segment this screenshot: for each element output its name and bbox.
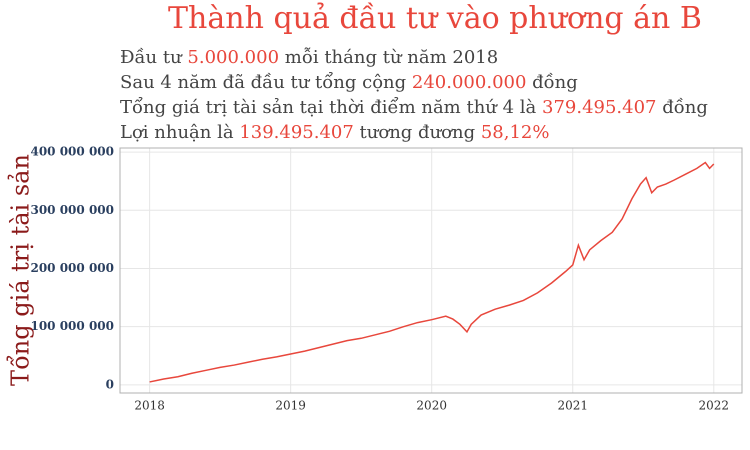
subtitle-line: Tổng giá trị tài sản tại thời điểm năm t… bbox=[120, 96, 708, 118]
x-tick-label: 2021 bbox=[557, 399, 588, 413]
subtitle-segment: Tổng giá trị tài sản tại thời điểm năm t… bbox=[120, 96, 542, 118]
subtitle-segment: Sau 4 năm đã đầu tư tổng cộng bbox=[120, 71, 412, 93]
subtitle-line: Đầu tư 5.000.000 mỗi tháng từ năm 2018 bbox=[120, 46, 498, 68]
x-tick-label: 2019 bbox=[275, 399, 306, 413]
subtitle-segment: 240.000.000 bbox=[412, 72, 527, 93]
x-tick-label: 2020 bbox=[416, 399, 447, 413]
y-axis-title: Tổng giá trị tài sản bbox=[6, 154, 35, 386]
subtitle-segment: Đầu tư bbox=[120, 47, 187, 68]
subtitle-line: Sau 4 năm đã đầu tư tổng cộng 240.000.00… bbox=[120, 71, 578, 93]
plot-border bbox=[119, 147, 743, 394]
subtitle-segment: 379.495.407 bbox=[542, 97, 657, 118]
y-tick-label: 400 000 000 bbox=[30, 145, 114, 159]
subtitle-segment: 5.000.000 bbox=[187, 47, 279, 68]
y-tick-label: 0 bbox=[106, 377, 114, 391]
y-tick-label: 100 000 000 bbox=[30, 319, 114, 333]
subtitle-segment: 139.495.407 bbox=[239, 122, 354, 143]
data-line bbox=[149, 161, 715, 383]
y-tick-label: 300 000 000 bbox=[30, 203, 114, 217]
subtitle-segment: tương đương bbox=[354, 122, 481, 143]
subtitle-segment: đồng bbox=[526, 72, 577, 93]
subtitle-line: Lợi nhuận là 139.495.407 tương đương 58,… bbox=[120, 122, 549, 143]
x-tick-label: 2018 bbox=[134, 399, 165, 413]
subtitle-segment: mỗi tháng từ năm 2018 bbox=[279, 46, 498, 68]
subtitle-segment: đồng bbox=[657, 97, 708, 118]
chart-title: Thành quả đầu tư vào phương án B bbox=[168, 1, 702, 36]
subtitle-segment: 58,12% bbox=[481, 122, 550, 143]
y-tick-label: 200 000 000 bbox=[30, 261, 114, 275]
subtitle-segment: Lợi nhuận là bbox=[120, 122, 239, 143]
x-tick-label: 2022 bbox=[699, 399, 730, 413]
